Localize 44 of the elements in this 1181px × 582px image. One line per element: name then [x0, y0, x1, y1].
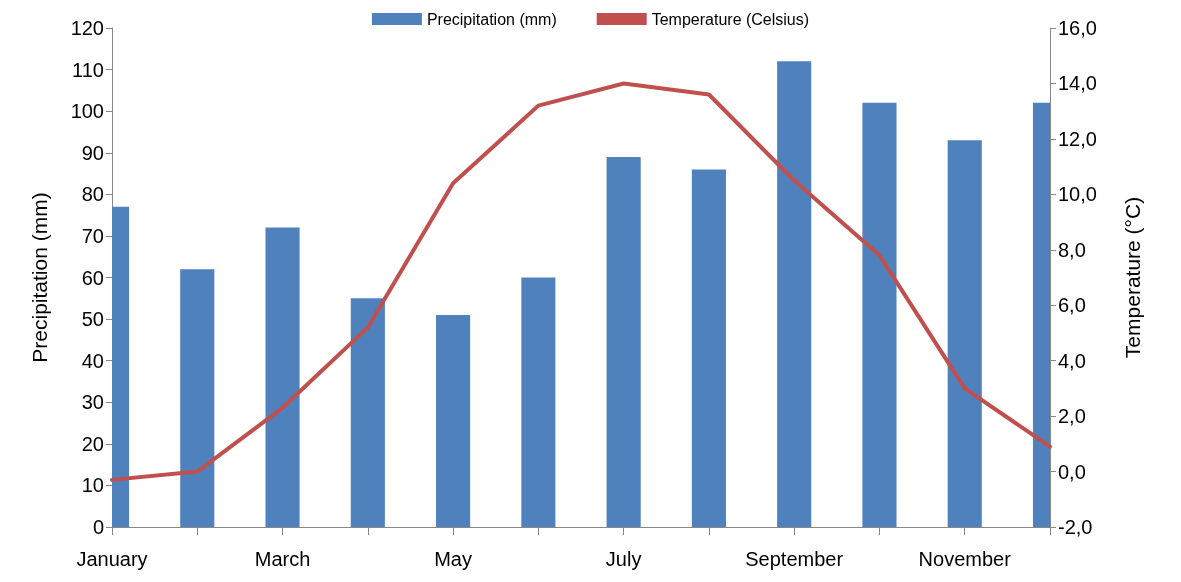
y2-tick-label: 6,0 [1058, 294, 1086, 317]
legend-label: Temperature (Celsius) [651, 10, 810, 28]
y-tick-label: 40 [81, 349, 104, 372]
bar [947, 140, 982, 527]
y-tick-label: 120 [70, 17, 104, 39]
x-tick-label: May [434, 548, 472, 570]
bar [691, 169, 726, 527]
y-tick-label: 110 [72, 58, 104, 81]
bar [862, 102, 897, 527]
bar [265, 227, 300, 527]
bar [180, 269, 215, 527]
y-tick-label: 60 [81, 266, 104, 289]
y2-tick-label: 0,0 [1058, 460, 1086, 483]
y2-axis-title: Temperature (°C) [1121, 196, 1144, 359]
y-tick-label: 30 [81, 391, 104, 414]
y-tick-label: 100 [70, 100, 104, 123]
bar [606, 156, 641, 527]
x-tick-label: November [918, 548, 1012, 570]
x-tick-label: September [745, 548, 844, 570]
y2-tick-label: -2,0 [1058, 516, 1093, 538]
bar [350, 298, 385, 527]
y2-tick-label: 16,0 [1058, 17, 1097, 39]
y-tick-label: 70 [81, 224, 104, 247]
y2-tick-label: 10,0 [1058, 183, 1097, 206]
bar [436, 314, 471, 527]
line-series [110, 81, 1052, 482]
y2-tick-label: 8,0 [1058, 238, 1086, 261]
y-tick-label: 10 [81, 474, 104, 497]
y-tick-label: 90 [81, 141, 104, 164]
y-tick-label: 80 [81, 183, 104, 206]
x-tick-label: January [76, 548, 148, 570]
y-tick-label: 0 [92, 516, 104, 538]
legend-label: Precipitation (mm) [426, 10, 557, 28]
y-axis-title: Precipitation (mm) [28, 192, 51, 363]
y2-tick-label: 2,0 [1058, 405, 1086, 428]
bar [777, 61, 812, 527]
x-tick-label: March [254, 548, 311, 570]
y-tick-label: 20 [81, 432, 104, 455]
y-tick-label: 50 [81, 308, 104, 331]
y2-tick-label: 12,0 [1058, 127, 1097, 150]
y2-tick-label: 14,0 [1058, 72, 1097, 95]
bar [521, 277, 556, 527]
y2-tick-label: 4,0 [1058, 349, 1086, 372]
x-tick-label: July [605, 548, 642, 570]
